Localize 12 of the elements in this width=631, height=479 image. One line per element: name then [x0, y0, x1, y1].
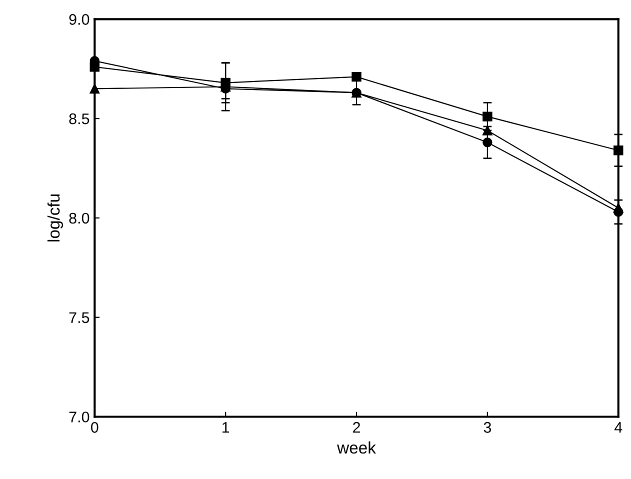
- y-tick-label: 9.0: [69, 14, 90, 25]
- x-axis-title: week: [337, 441, 376, 454]
- x-tick-label: 0: [91, 422, 98, 433]
- x-tick-label: 3: [484, 422, 492, 433]
- y-axis-title: log/cfu: [47, 194, 63, 242]
- x-tick-label: 2: [353, 422, 360, 433]
- x-tick-label: 4: [614, 422, 622, 433]
- y-tick-label: 7.0: [69, 412, 90, 422]
- x-tick-label: 1: [222, 422, 230, 433]
- y-tick-label: 8.0: [69, 212, 90, 224]
- y-tick-label: 7.5: [69, 312, 90, 324]
- y-tick-label: 8.5: [69, 113, 90, 124]
